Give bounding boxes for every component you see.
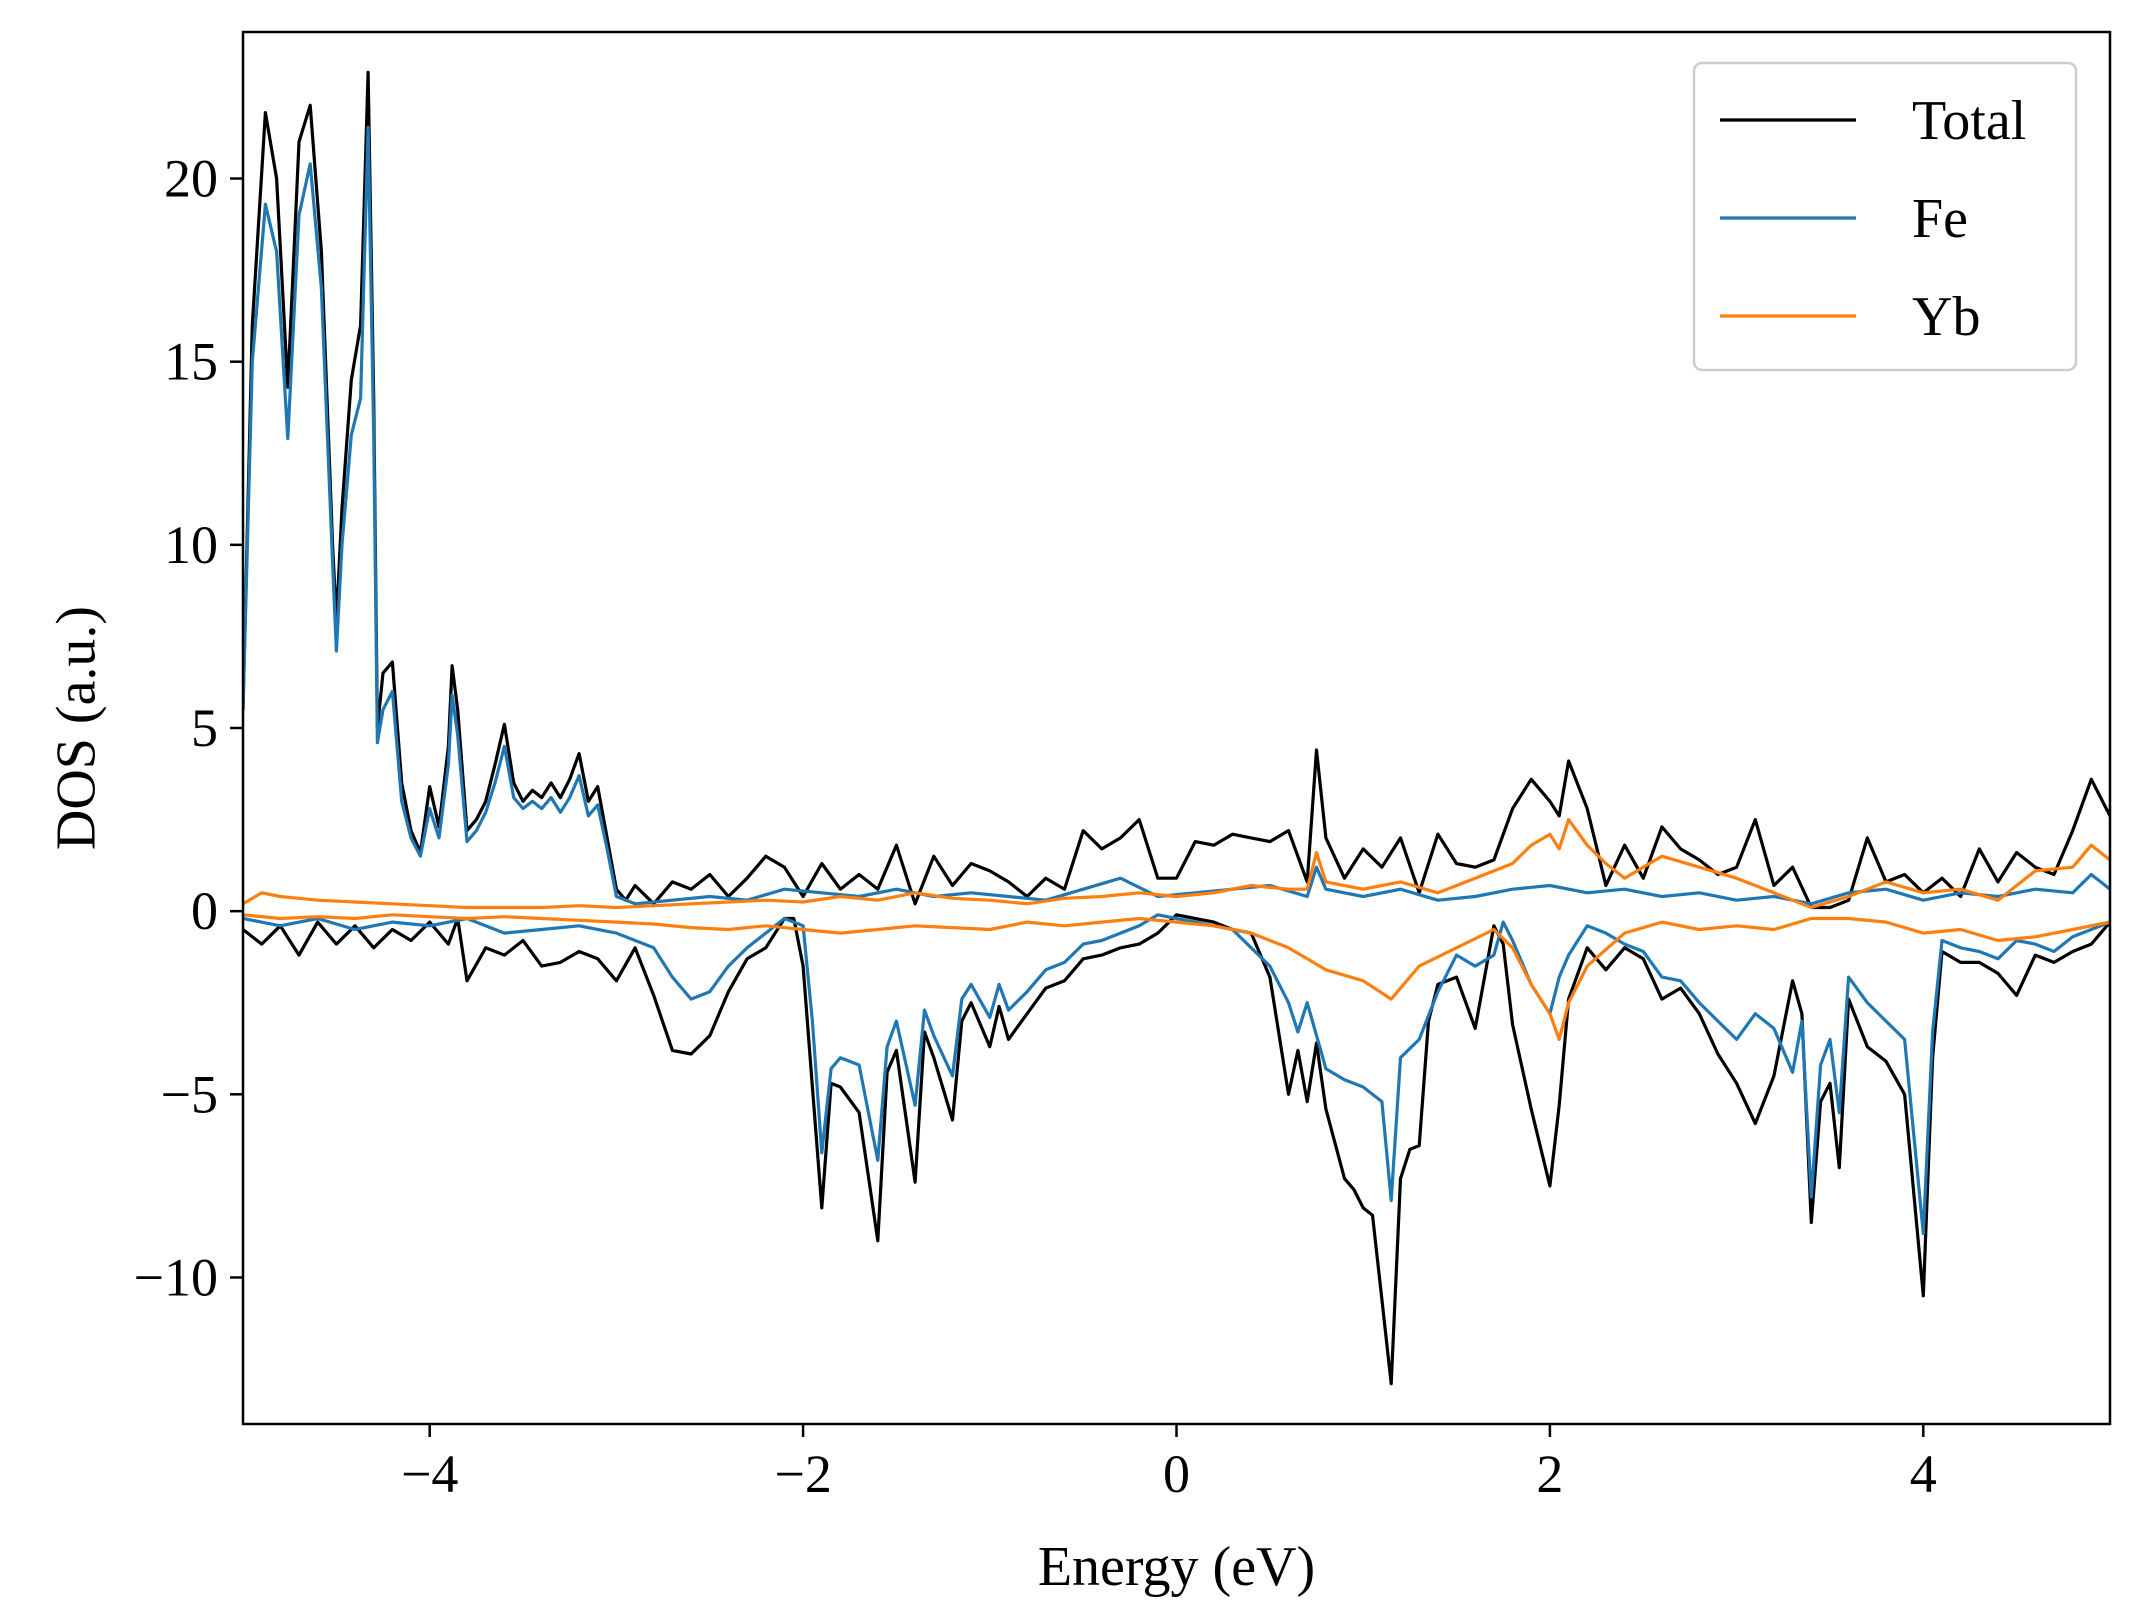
- series-line-yb-spin-up: [243, 818, 2110, 910]
- legend-label-fe: Fe: [1912, 188, 1968, 250]
- legend-label-yb: Yb: [1912, 286, 1980, 348]
- series-line-fe-spin-down: [243, 913, 2110, 1236]
- y-tick-label: −10: [134, 1247, 218, 1307]
- legend: Total Fe Yb: [1692, 61, 2078, 372]
- series-line-total-spin-down: [243, 913, 2110, 1386]
- series-line-fe-spin-up: [243, 125, 2110, 906]
- axes: −4 −2 0 2 4 −10 −5 0 5 10 15 20: [134, 30, 2112, 1504]
- y-tick-label: 15: [164, 332, 218, 392]
- y-tick-label: 5: [191, 698, 218, 758]
- plot-area: [243, 70, 2110, 1386]
- y-tick-label: 0: [191, 881, 218, 941]
- legend-box: [1692, 61, 2078, 372]
- y-axis-label: DOS (a.u.): [46, 606, 108, 850]
- legend-label-total: Total: [1912, 90, 2026, 152]
- x-tick-label: −2: [774, 1444, 831, 1504]
- x-axis-label: Energy (eV): [1038, 1536, 1315, 1598]
- series-line-yb-spin-down: [243, 913, 2110, 1041]
- y-tick-label: −5: [161, 1064, 218, 1124]
- x-tick-label: 2: [1536, 1444, 1563, 1504]
- y-tick-label: 20: [164, 149, 218, 209]
- y-tick-label: 10: [164, 515, 218, 575]
- x-tick-label: 4: [1910, 1444, 1937, 1504]
- x-tick-label: 0: [1163, 1444, 1190, 1504]
- x-tick-label: −4: [401, 1444, 458, 1504]
